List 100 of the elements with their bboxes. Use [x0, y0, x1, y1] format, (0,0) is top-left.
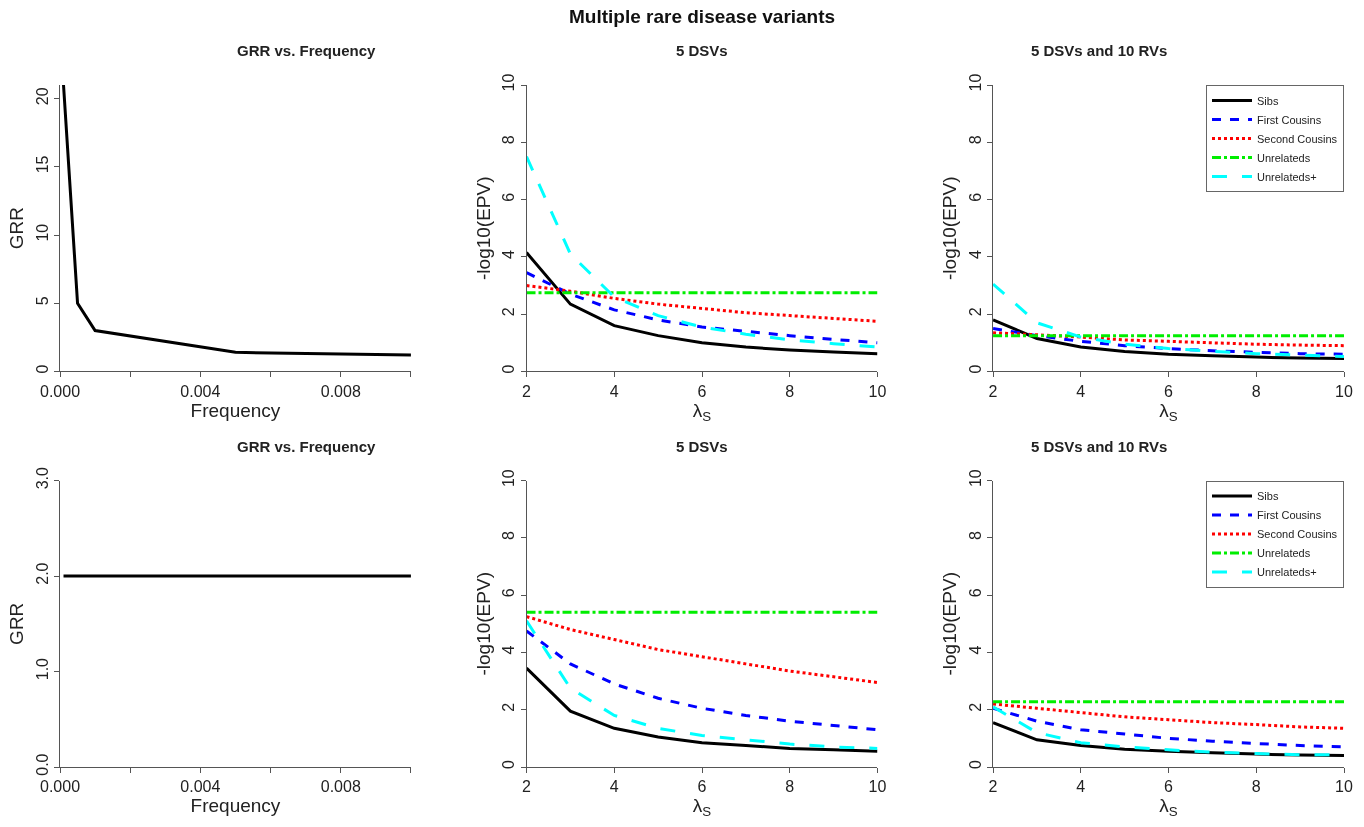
legend-label: Unrelateds+	[1257, 566, 1317, 579]
line-series	[993, 706, 1344, 749]
line-series	[993, 331, 1344, 348]
x-tick-label: 8	[785, 382, 795, 400]
y-tick-label: 1.0	[33, 657, 51, 681]
y-axis-title: -log10(EPV)	[472, 176, 494, 280]
y-tick-label: 2	[500, 307, 518, 317]
y-axis-title: -log10(EPV)	[939, 176, 961, 280]
y-tick-label: 0	[500, 760, 518, 770]
line-series	[526, 629, 878, 732]
y-tick-label: 6	[500, 588, 518, 598]
x-tick-label: 4	[609, 778, 619, 796]
y-tick-label: 4	[966, 645, 984, 655]
x-tick-label: 8	[785, 778, 795, 796]
x-axis-title: λ$_{S}$	[1159, 399, 1178, 424]
x-tick-label: 8	[1251, 778, 1261, 796]
x-tick-label: 0.008	[320, 778, 361, 796]
line-series	[526, 615, 878, 684]
line-series	[993, 702, 1344, 730]
line-series	[526, 666, 878, 753]
y-tick-label: 4	[966, 249, 984, 259]
chart-title: 5 DSVs and 10 RVs	[1031, 438, 1168, 455]
x-tick-label: 10	[868, 382, 887, 400]
y-tick-label: 10	[33, 223, 51, 242]
y-tick-label: 8	[966, 530, 984, 540]
legend-label: Unrelateds	[1257, 151, 1311, 164]
y-tick-label: 4	[500, 249, 518, 259]
y-tick-label: 8	[500, 135, 518, 145]
y-tick-label: 10	[500, 73, 518, 92]
x-tick-label: 4	[609, 382, 619, 400]
x-tick-label: 8	[1251, 382, 1261, 400]
y-tick-label: 15	[33, 155, 51, 174]
chart-title: 5 DSVs and 10 RVs	[1031, 42, 1168, 59]
y-tick-label: 2	[966, 702, 984, 712]
chart-title: 5 DSVs	[676, 438, 728, 455]
x-tick-label: 6	[1164, 778, 1174, 796]
x-tick-label: 0.008	[320, 382, 361, 400]
legend-label: Unrelateds	[1257, 547, 1311, 560]
y-axis-title: GRR	[6, 602, 28, 645]
x-tick-label: 4	[1076, 382, 1086, 400]
y-axis-title: GRR	[6, 207, 28, 250]
y-tick-label: 2	[500, 702, 518, 712]
y-tick-label: 20	[33, 87, 51, 106]
y-tick-label: 10	[966, 73, 984, 92]
y-tick-label: 10	[966, 469, 984, 488]
x-tick-label: 0.004	[180, 382, 221, 400]
line-series	[526, 271, 878, 345]
legend-label: Sibs	[1257, 94, 1279, 107]
chart-title: 5 DSVs	[676, 42, 728, 59]
y-tick-label: 0.0	[33, 753, 51, 776]
x-tick-label: 0.000	[39, 778, 81, 796]
y-tick-label: 3.0	[33, 466, 51, 490]
y-tick-label: 6	[966, 192, 984, 202]
legend-label: First Cousins	[1257, 113, 1322, 126]
x-tick-label: 4	[1076, 778, 1086, 796]
x-tick-label: 2	[522, 778, 532, 796]
x-axis-title: λ$_{S}$	[692, 399, 712, 424]
chart-title: GRR vs. Frequency	[237, 438, 377, 455]
x-axis-title: λ$_{S}$	[1159, 795, 1178, 820]
line-series	[526, 619, 878, 750]
chart-title: GRR vs. Frequency	[237, 42, 377, 59]
legend-label: Second Cousins	[1257, 528, 1338, 541]
y-tick-label: 10	[500, 469, 518, 488]
line-series	[526, 155, 878, 349]
y-tick-label: 8	[966, 135, 984, 145]
y-tick-label: 4	[500, 645, 518, 655]
x-tick-label: 6	[697, 778, 707, 796]
text: Multiple rare disease variants	[569, 6, 836, 27]
y-tick-label: 5	[33, 296, 51, 306]
y-tick-label: 2.0	[33, 562, 51, 585]
line-series	[993, 282, 1344, 359]
legend-label: Unrelateds+	[1257, 170, 1317, 183]
x-axis-title: Frequency	[190, 399, 281, 421]
x-tick-label: 10	[1335, 382, 1353, 400]
line-series	[62, 85, 411, 357]
y-tick-label: 6	[500, 192, 518, 202]
y-tick-label: 0	[966, 364, 984, 374]
y-tick-label: 8	[500, 530, 518, 540]
x-tick-label: 0.004	[180, 778, 221, 796]
x-axis-title: λ$_{S}$	[692, 795, 712, 820]
legend-label: First Cousins	[1257, 509, 1322, 522]
y-tick-label: 0	[966, 760, 984, 770]
line-series	[526, 284, 878, 323]
x-axis-title: Frequency	[190, 795, 281, 817]
x-tick-label: 2	[522, 382, 532, 400]
legend-label: Sibs	[1257, 490, 1279, 503]
line-series	[526, 251, 878, 356]
line-series	[993, 318, 1344, 361]
y-tick-label: 0	[33, 364, 51, 374]
y-axis-title: -log10(EPV)	[939, 572, 961, 676]
x-tick-label: 10	[868, 778, 887, 796]
x-tick-label: 6	[1164, 382, 1174, 400]
y-tick-label: 0	[500, 364, 518, 374]
line-series	[993, 326, 1344, 356]
legend-label: Second Cousins	[1257, 132, 1338, 145]
y-axis-title: -log10(EPV)	[472, 572, 494, 676]
y-tick-label: 2	[966, 307, 984, 317]
x-tick-label: 2	[988, 382, 998, 400]
x-tick-label: 10	[1335, 778, 1353, 796]
x-tick-label: 0.000	[39, 382, 81, 400]
